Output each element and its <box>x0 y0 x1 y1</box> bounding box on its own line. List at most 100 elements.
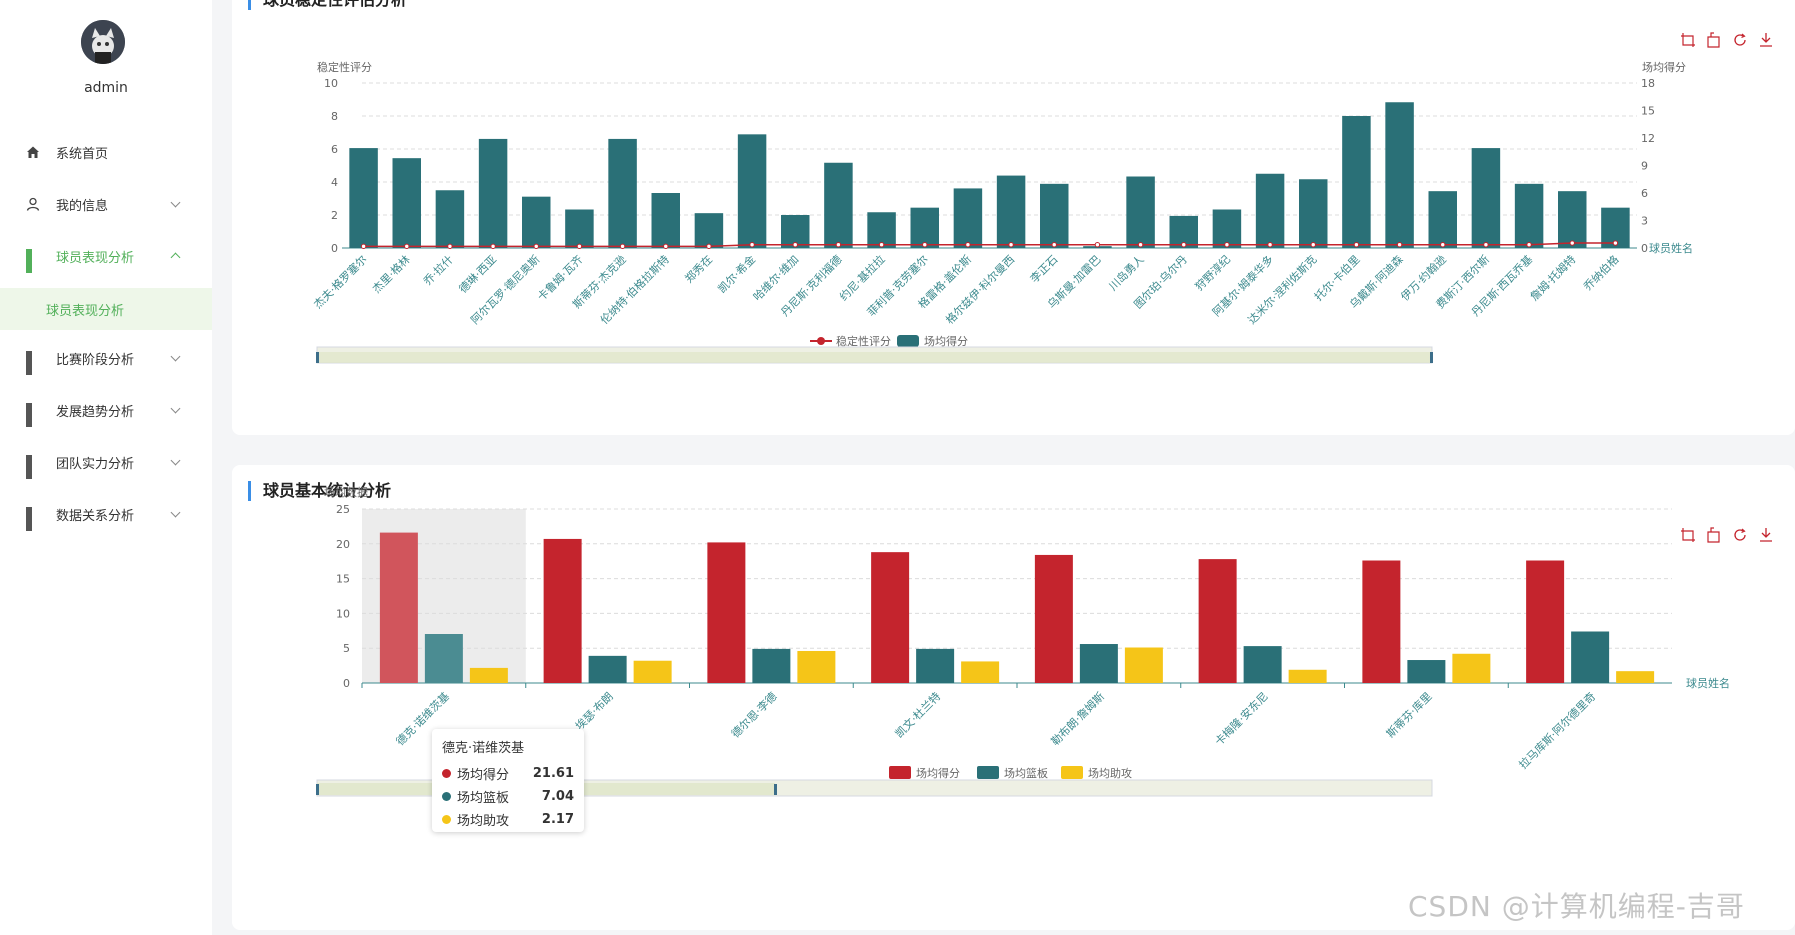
bar-avg-points <box>996 175 1026 248</box>
line-point <box>1008 242 1014 248</box>
x-tick-label: 乔·拉什 <box>420 252 456 288</box>
x-tick-label: 郑秀在 <box>682 252 715 285</box>
y-tick-label: 25 <box>336 503 350 516</box>
legend-label: 场均助攻 <box>1088 766 1132 780</box>
nav-label: 发展趋势分析 <box>56 404 135 420</box>
line-point <box>1094 242 1101 248</box>
nav-item-trend[interactable]: 发展趋势分析 <box>0 386 212 434</box>
sidebar: admin 系统首页 我的信息 球员表现分析 球员表现分析 比赛阶段分析 发展趋… <box>0 0 212 935</box>
chevron-down-icon <box>170 197 181 208</box>
bar-avg-points <box>1126 176 1155 248</box>
nav-subitem-player-performance[interactable]: 球员表现分析 <box>0 288 212 330</box>
bar-avg-points <box>478 138 508 248</box>
grid-icon <box>26 455 40 479</box>
user-icon <box>26 197 40 211</box>
x-tick-label: 德尔恩·李德 <box>728 689 779 740</box>
zoom-reset-icon[interactable] <box>1706 527 1722 543</box>
legend-label: 场均得分 <box>924 334 968 348</box>
bar-avg-points <box>1428 191 1457 248</box>
nav-item-match-stage[interactable]: 比赛阶段分析 <box>0 334 212 382</box>
card-title: 球员基本统计分析 <box>248 481 391 501</box>
line-point <box>1396 242 1403 248</box>
chevron-down-icon <box>170 507 181 518</box>
bar-avg-assists <box>1616 671 1655 683</box>
x-tick-label: 乔纳伯格 <box>1581 252 1622 293</box>
zoom-icon[interactable] <box>1680 32 1696 48</box>
bar-avg-rebounds <box>1079 644 1118 683</box>
bar-avg-rebounds <box>1571 631 1610 683</box>
line-stability-score <box>363 242 1616 248</box>
legend-line-dot <box>817 337 825 345</box>
line-point <box>1224 242 1230 248</box>
nav-label: 我的信息 <box>56 198 109 214</box>
y-tick-label-right: 3 <box>1641 215 1648 228</box>
nav-item-my-info[interactable]: 我的信息 <box>0 180 212 228</box>
y-tick-label-right: 12 <box>1641 132 1655 145</box>
nav-item-player-performance[interactable]: 球员表现分析 <box>0 232 212 280</box>
line-point <box>922 242 928 248</box>
avatar[interactable] <box>81 20 125 64</box>
line-point <box>1353 242 1360 248</box>
bar-avg-points <box>1558 191 1587 248</box>
x-tick-label: 杰夫·格罗塞尔 <box>311 252 370 311</box>
y-tick-label-right: 9 <box>1641 160 1648 173</box>
datazoom-handle-right <box>1430 352 1433 363</box>
bar-avg-points <box>1385 102 1414 248</box>
tooltip-series-name: 场均篮板 <box>457 791 510 806</box>
refresh-icon[interactable] <box>1732 32 1748 48</box>
series-dot <box>442 769 451 778</box>
line-point <box>360 243 367 250</box>
zoom-icon[interactable] <box>1680 527 1696 543</box>
line-point <box>835 242 842 248</box>
bar-avg-points <box>871 552 910 683</box>
bar-avg-points <box>522 196 551 248</box>
nav-item-data-relation[interactable]: 数据关系分析 <box>0 490 212 538</box>
line-point <box>1440 242 1446 248</box>
bar-avg-points <box>565 209 594 248</box>
bar-avg-points <box>1034 554 1073 683</box>
username: admin <box>84 80 128 96</box>
bar-avg-assists <box>469 667 508 683</box>
tooltip-row: 场均助攻 2.17 <box>442 808 574 831</box>
grid-icon <box>26 507 40 531</box>
datazoom-handle-right <box>774 784 777 795</box>
line-point <box>792 242 798 248</box>
zoom-reset-icon[interactable] <box>1706 32 1722 48</box>
line-point <box>878 242 885 248</box>
series-dot <box>442 792 451 801</box>
legend-label: 场均篮板 <box>1004 766 1048 780</box>
line-point <box>1137 242 1144 248</box>
line-point <box>663 243 669 250</box>
bar-avg-rebounds <box>588 655 627 683</box>
download-icon[interactable] <box>1758 32 1774 48</box>
grid-icon <box>26 351 40 375</box>
refresh-icon[interactable] <box>1732 527 1748 543</box>
grid-icon <box>26 403 40 427</box>
x-tick-label: 川岛勇人 <box>1106 252 1147 293</box>
nav-item-home[interactable]: 系统首页 <box>0 128 212 176</box>
bar-avg-assists <box>1288 669 1327 683</box>
legend-label: 稳定性评分 <box>836 334 891 348</box>
nav-label: 团队实力分析 <box>56 456 135 472</box>
bar-avg-assists <box>961 661 1000 683</box>
line-point <box>706 243 712 250</box>
bar-avg-assists <box>1452 653 1491 683</box>
x-axis-label: 球员姓名 <box>1649 241 1693 255</box>
download-icon[interactable] <box>1758 527 1774 543</box>
nav-item-team-strength[interactable]: 团队实力分析 <box>0 438 212 486</box>
x-tick-label: 斯蒂芬·库里 <box>1384 690 1435 741</box>
bar-avg-points <box>910 207 939 248</box>
bar-avg-rebounds <box>752 648 791 683</box>
legend-label: 场均得分 <box>916 766 960 780</box>
line-point <box>533 243 539 250</box>
bar-avg-points <box>651 193 680 248</box>
bar-avg-points <box>1471 148 1501 248</box>
datazoom-handle-left <box>316 352 319 363</box>
bar-avg-points <box>392 158 421 248</box>
chevron-down-icon <box>170 403 181 414</box>
tooltip-series-value: 21.61 <box>532 766 574 781</box>
y-tick-label: 10 <box>336 607 350 620</box>
bar-avg-assists <box>1124 647 1163 683</box>
